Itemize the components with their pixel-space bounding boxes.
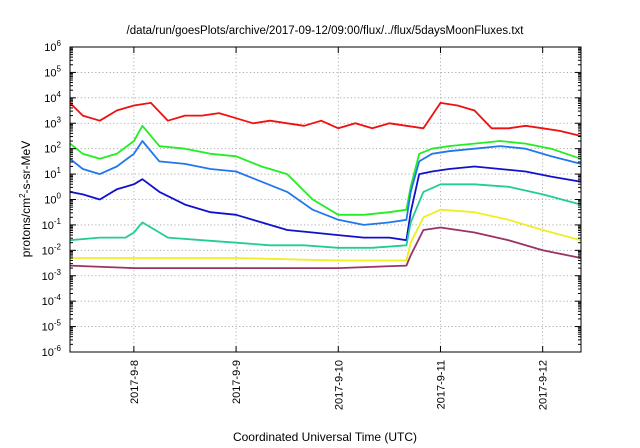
y-tick-label: 106: [44, 39, 61, 54]
series-line-3: [69, 140, 582, 226]
series-line-7: [69, 226, 582, 270]
y-axis-label: protons/cm2-s-sr-MeV: [18, 141, 33, 257]
y-tick-label: 102: [44, 141, 61, 156]
x-axis-label: Coordinated Universal Time (UTC): [233, 430, 417, 444]
y-tick-label: 10-2: [42, 242, 62, 257]
y-tick-label: 10-6: [42, 344, 62, 359]
chart-title: /data/run/goesPlots/archive/2017-09-12/0…: [127, 25, 525, 37]
series-line-2: [69, 124, 582, 216]
data-series: [69, 102, 582, 270]
y-tick-label: 10-1: [42, 217, 62, 232]
x-tick-label: 2017-9-8: [129, 360, 141, 404]
series-line-4: [69, 165, 582, 242]
axis-ticks: [70, 46, 581, 353]
y-tick-label: 100: [44, 192, 61, 207]
y-tick-label: 105: [44, 64, 61, 79]
y-tick-label: 104: [44, 90, 61, 105]
y-tick-labels: 10-6 10-5 10-4 10-3 10-2 10-1 100 101 102 103 104 1…: [42, 39, 62, 359]
grid-lines: [70, 47, 581, 352]
y-tick-label: 103: [44, 115, 61, 130]
x-tick-label: 2017-9-9: [231, 360, 243, 404]
series-line-5: [69, 183, 582, 249]
x-tick-label: 2017-9-11: [435, 360, 447, 409]
series-line-1: [69, 102, 582, 137]
y-tick-label: 10-4: [42, 293, 62, 308]
x-tick-labels: 2017-9-8 2017-9-9 2017-9-10 2017-9-11 2017-9…: [129, 360, 550, 410]
y-tick-label: 101: [44, 166, 61, 181]
x-tick-label: 2017-9-12: [538, 360, 550, 410]
y-tick-label: 10-3: [42, 268, 62, 283]
y-tick-label: 10-5: [42, 319, 62, 334]
x-tick-label: 2017-9-10: [333, 360, 345, 410]
series-line-6: [70, 208, 582, 262]
